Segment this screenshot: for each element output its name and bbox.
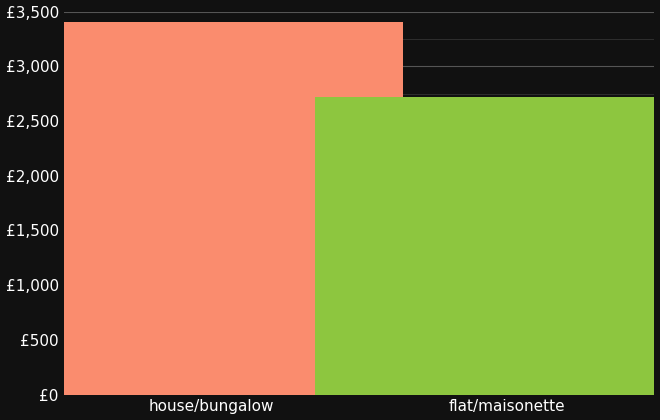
Bar bbox=[19, 23, 403, 394]
Bar bbox=[315, 97, 660, 394]
